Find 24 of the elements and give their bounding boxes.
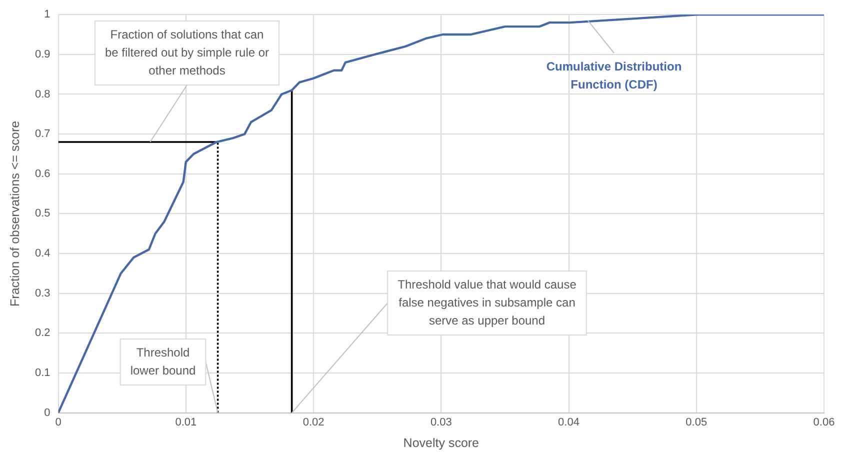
annotation: Threshold value that would cause false negatives in subsample can serve as upper bound [398,277,577,328]
x-tick-label: 0.06 [813,416,835,428]
annotation: Cumulative Distribution Function (CDF) [546,59,682,92]
y-tick-label: 0.1 [34,367,50,380]
x-axis-title: Novelty score [403,436,480,450]
annotation: Threshold lower bound [130,345,196,378]
x-tick-label: 0.03 [430,416,452,428]
y-tick-label: 0.2 [34,327,50,340]
x-tick-label: 0.04 [558,416,580,428]
y-tick-label: 0.3 [34,287,50,300]
y-tick-label: 0.7 [34,128,50,140]
x-tick-label: 0 [55,416,62,428]
y-tick-label: 0.4 [34,248,50,260]
y-tick-label: 0.8 [34,88,50,100]
y-tick-label: 0 [44,406,50,419]
annotation: Fraction of solutions that can be filtered out by simple rule or other methods [104,27,270,78]
x-tick-label: 0.02 [302,416,324,428]
y-tick-label: 0.9 [34,48,50,60]
x-tick-label: 0.01 [175,416,197,428]
x-tick-label: 0.05 [686,416,708,428]
y-tick-label: 1 [44,8,50,21]
y-tick-label: 0.6 [34,168,50,180]
y-axis-title: Fraction of observations <= score [8,120,22,306]
y-tick-label: 0.5 [34,208,50,220]
